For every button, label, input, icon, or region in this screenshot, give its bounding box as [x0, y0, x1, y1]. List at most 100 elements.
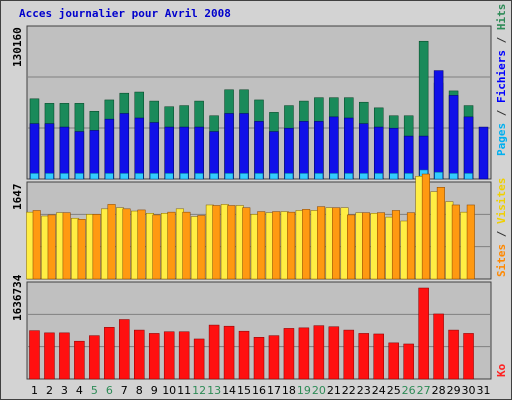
pages-bar [179, 173, 189, 180]
sites-bar [272, 211, 281, 280]
ko-bar [148, 333, 160, 380]
day-label: 17 [267, 384, 281, 397]
ko-bar [448, 329, 459, 380]
ko-bar [178, 331, 190, 380]
ko-bar [313, 325, 325, 380]
pages-bar [374, 173, 383, 180]
day-label: 31 [477, 384, 491, 397]
pages-bar [90, 173, 99, 180]
sites-bar [391, 210, 400, 280]
ko-bar [89, 335, 100, 380]
pages-bar [105, 173, 114, 180]
fichiers-bar [433, 70, 444, 180]
pages-bar [314, 173, 324, 180]
fichiers-bar [134, 117, 145, 180]
ko-bar [208, 324, 220, 380]
pages-bar [30, 173, 39, 180]
pages-bar [254, 173, 264, 180]
sites-bar [421, 173, 430, 280]
fichiers-bar [119, 113, 130, 180]
fichiers-bar [104, 118, 115, 180]
pages-bar [434, 171, 443, 180]
sites-bar [62, 212, 71, 280]
fichiers-bar [329, 116, 339, 180]
sites-bar [451, 204, 460, 280]
day-label: 12 [192, 384, 206, 397]
ko-bar [223, 325, 235, 380]
day-label: 4 [76, 384, 83, 397]
sites-bar [406, 212, 415, 280]
fichiers-bar [448, 95, 459, 180]
sites-bar [122, 208, 131, 280]
fichiers-bar [314, 121, 324, 180]
ko-bar [418, 287, 429, 380]
day-label: 7 [121, 384, 128, 397]
sites-bar [32, 210, 41, 280]
fichiers-bar [44, 123, 55, 180]
day-label: 2 [46, 384, 53, 397]
day-label: 16 [252, 384, 266, 397]
day-label: 28 [432, 384, 446, 397]
fichiers-bar [463, 116, 474, 180]
day-label: 10 [162, 384, 176, 397]
fichiers-bar [269, 131, 279, 180]
ko-bar [44, 332, 55, 380]
day-label: 9 [151, 384, 158, 397]
pages-bar [389, 173, 398, 180]
day-label: 20 [312, 384, 326, 397]
day-label: 30 [462, 384, 476, 397]
fichiers-bar [299, 121, 309, 180]
pages-bar [194, 173, 204, 180]
fichiers-bar [149, 122, 159, 180]
day-label: 24 [372, 384, 386, 397]
fichiers-bar [194, 126, 204, 180]
sites-bar [347, 214, 356, 280]
day-label: 11 [177, 384, 191, 397]
ko-bar [134, 329, 145, 380]
ko-bar [104, 327, 115, 380]
sites-bar [376, 212, 385, 280]
chart-title: Acces journalier pour Avril 2008 [19, 7, 231, 20]
fichiers-bar [388, 127, 399, 180]
ko-bar [343, 329, 355, 380]
day-label: 6 [106, 384, 113, 397]
ko-bar [238, 330, 250, 380]
sites-bar [137, 209, 146, 280]
sites-bar [257, 211, 266, 280]
ko-bar [358, 333, 370, 380]
pages-bar [284, 173, 294, 180]
fichiers-bar [284, 127, 294, 180]
ko-bar [268, 335, 280, 380]
pages-bar [120, 173, 129, 180]
ko-bar [328, 326, 340, 380]
fichiers-bar [209, 131, 219, 180]
day-label: 26 [402, 384, 416, 397]
day-label: 15 [237, 384, 251, 397]
sites-bar [92, 214, 101, 280]
pages-bar [149, 173, 159, 180]
day-label: 8 [136, 384, 143, 397]
sites-bar [107, 204, 116, 280]
day-label: 1 [31, 384, 38, 397]
sites-bar [77, 219, 86, 280]
ko-bar [373, 333, 384, 380]
pages-bar [359, 173, 369, 180]
sites-bar [436, 187, 445, 280]
ko-bar [29, 330, 40, 380]
fichiers-bar [344, 117, 354, 180]
ko-bar [403, 343, 414, 380]
pages-bar [464, 173, 473, 180]
day-label: 21 [327, 384, 341, 397]
sites-bar [466, 204, 475, 280]
fichiers-bar [59, 126, 70, 180]
sites-bar [197, 215, 206, 280]
day-label: 23 [357, 384, 371, 397]
pages-bar [224, 173, 234, 180]
pages-bar [344, 173, 354, 180]
fichiers-bar [373, 126, 384, 180]
sites-bar [227, 205, 236, 280]
sites-bar [287, 211, 296, 280]
ko-bar [388, 342, 399, 380]
day-label: 3 [61, 384, 68, 397]
